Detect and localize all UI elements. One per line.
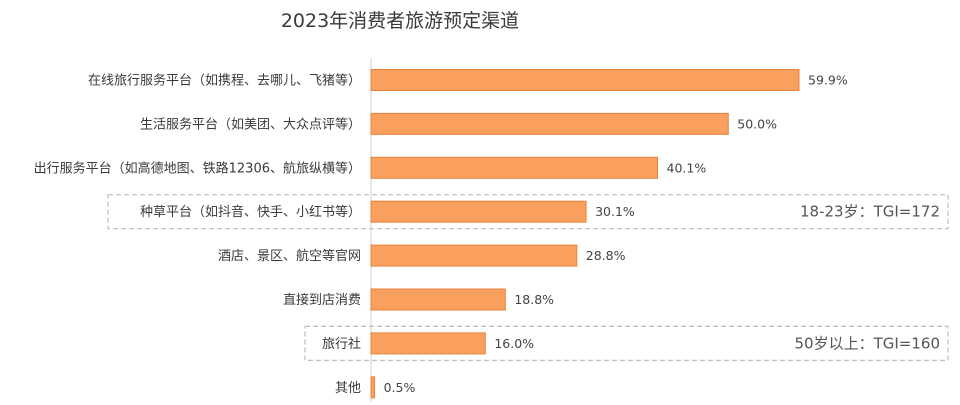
data-label: 0.5%	[384, 380, 416, 395]
data-label: 28.8%	[586, 248, 626, 263]
highlight-box	[107, 194, 949, 230]
bar	[370, 112, 729, 135]
bar	[370, 332, 486, 355]
data-label: 18.8%	[514, 292, 554, 307]
category-label: 出行服务平台（如高德地图、铁路12306、航旅纵横等）	[34, 160, 361, 176]
category-label: 生活服务平台（如美团、大众点评等）	[140, 116, 361, 132]
category-label: 直接到店消费	[283, 292, 361, 308]
highlight-box	[304, 325, 949, 361]
category-label: 其他	[335, 381, 361, 396]
bar	[370, 288, 506, 311]
category-label: 旅行社	[322, 336, 361, 352]
data-label: 50.0%	[737, 116, 777, 131]
data-label: 59.9%	[808, 73, 848, 88]
bar	[370, 244, 578, 267]
data-label: 30.1%	[595, 204, 635, 219]
data-label: 16.0%	[494, 336, 534, 351]
bar	[370, 156, 659, 179]
bar	[370, 200, 587, 223]
tgi-annotation: 50岁以上：TGI=160	[795, 334, 941, 352]
tgi-annotation: 18-23岁：TGI=172	[800, 203, 940, 221]
data-label: 40.1%	[667, 160, 707, 175]
bar	[370, 376, 376, 399]
category-label: 种草平台（如抖音、快手、小红书等）	[140, 204, 361, 220]
chart-title: 2023年消费者旅游预定渠道	[280, 10, 520, 32]
bar	[370, 69, 800, 91]
category-label: 在线旅行服务平台（如携程、去哪儿、飞猪等）	[88, 73, 361, 89]
category-label: 酒店、景区、航空等官网	[218, 248, 361, 264]
